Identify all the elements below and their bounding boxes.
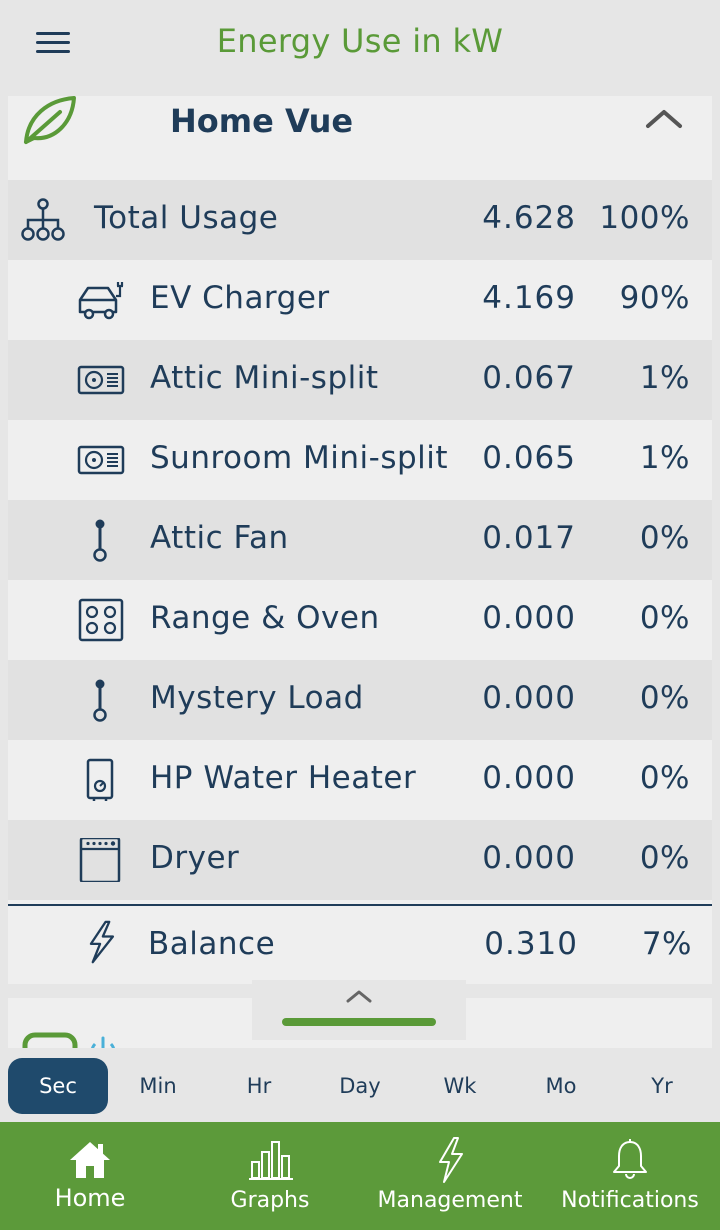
row-label: Mystery Load <box>150 680 364 716</box>
card-title: Home Vue <box>170 102 354 140</box>
plug-icon <box>93 679 107 722</box>
row-label: Dryer <box>150 840 240 876</box>
tab-label: Notifications <box>561 1188 699 1213</box>
water-heater-icon <box>86 758 114 801</box>
row-percent: 0% <box>639 680 690 716</box>
row-label: Attic Mini-split <box>150 360 379 396</box>
app-header: Energy Use in kW <box>0 0 720 90</box>
device-row-dryer[interactable]: Dryer 0.000 0% <box>8 820 712 900</box>
balance-divider <box>8 904 712 906</box>
tab-home[interactable]: Home <box>30 1122 150 1230</box>
tab-label: Graphs <box>230 1188 310 1213</box>
row-percent: 90% <box>619 280 690 316</box>
home-icon <box>70 1142 110 1178</box>
page-title: Energy Use in kW <box>216 22 504 60</box>
row-value: 0.310 <box>484 926 578 962</box>
range-icon <box>78 598 124 642</box>
chevron-up-icon[interactable] <box>342 986 376 1006</box>
row-value: 4.169 <box>482 280 576 316</box>
device-row-hp-water-heater[interactable]: HP Water Heater 0.000 0% <box>8 740 712 820</box>
device-row-sunroom-mini-split[interactable]: Sunroom Mini-split 0.065 1% <box>8 420 712 500</box>
leaf-icon <box>24 96 76 144</box>
device-row-ev-charger[interactable]: EV Charger 4.169 90% <box>8 260 712 340</box>
row-value: 0.067 <box>482 360 576 396</box>
bottom-sheet-handle[interactable] <box>282 1018 436 1026</box>
row-value: 0.000 <box>482 680 576 716</box>
tab-notifications[interactable]: Notifications <box>556 1122 704 1230</box>
chevron-up-icon[interactable] <box>644 106 684 132</box>
tab-label: Management <box>377 1188 523 1213</box>
tab-management[interactable]: Management <box>376 1122 524 1230</box>
row-percent: 1% <box>639 360 690 396</box>
device-row-mystery-load[interactable]: Mystery Load 0.000 0% <box>8 660 712 740</box>
row-percent: 7% <box>641 926 692 962</box>
device-row-range-oven[interactable]: Range & Oven 0.000 0% <box>8 580 712 660</box>
row-value: 0.000 <box>482 600 576 636</box>
total-usage-row[interactable]: Total Usage 4.628 100% <box>8 180 712 260</box>
row-value: 4.628 <box>482 200 576 236</box>
home-vue-card: Home Vue Total Usage 4.628 100% EV Charg… <box>8 96 712 984</box>
row-label: Total Usage <box>94 200 279 236</box>
row-label: HP Water Heater <box>150 760 417 796</box>
row-value: 0.017 <box>482 520 576 556</box>
row-percent: 0% <box>639 840 690 876</box>
mini-split-icon <box>77 365 125 395</box>
row-label: Range & Oven <box>150 600 380 636</box>
range-sec-button[interactable]: Sec <box>8 1058 108 1114</box>
device-row-attic-fan[interactable]: Attic Fan 0.017 0% <box>8 500 712 580</box>
row-value: 0.000 <box>482 760 576 796</box>
bar-chart-icon <box>249 1141 293 1180</box>
row-label: EV Charger <box>150 280 330 316</box>
range-wk-button[interactable]: Wk <box>443 1074 477 1098</box>
row-value: 0.000 <box>482 840 576 876</box>
dryer-icon <box>79 838 121 882</box>
range-hr-button[interactable]: Hr <box>246 1074 272 1098</box>
card-header[interactable]: Home Vue <box>8 96 712 180</box>
ev-charger-icon <box>78 282 124 320</box>
range-mo-button[interactable]: Mo <box>545 1074 577 1098</box>
row-value: 0.065 <box>482 440 576 476</box>
bottom-tab-bar: Home Graphs Management Notifications <box>0 1122 720 1230</box>
row-percent: 0% <box>639 600 690 636</box>
device-row-attic-mini-split[interactable]: Attic Mini-split 0.067 1% <box>8 340 712 420</box>
row-percent: 1% <box>639 440 690 476</box>
bell-icon <box>613 1139 647 1179</box>
row-percent: 0% <box>639 760 690 796</box>
balance-row[interactable]: Balance 0.310 7% <box>8 906 712 986</box>
hamburger-menu-icon[interactable] <box>36 30 72 56</box>
mini-split-icon <box>77 445 125 475</box>
row-label: Sunroom Mini-split <box>150 440 449 476</box>
row-label: Attic Fan <box>150 520 289 556</box>
row-percent: 0% <box>639 520 690 556</box>
lightning-icon <box>439 1137 463 1183</box>
circuit-tree-icon <box>21 198 65 241</box>
range-yr-button[interactable]: Yr <box>651 1074 673 1098</box>
row-label: Balance <box>148 926 276 962</box>
plug-icon <box>93 519 107 562</box>
range-min-button[interactable]: Min <box>139 1074 177 1098</box>
tab-label: Home <box>54 1184 126 1212</box>
range-day-button[interactable]: Day <box>339 1074 381 1098</box>
tab-graphs[interactable]: Graphs <box>210 1122 330 1230</box>
time-range-selector: Sec Min Hr Day Wk Mo Yr <box>0 1048 720 1122</box>
bottom-sheet-tab <box>252 980 466 1040</box>
row-percent: 100% <box>599 200 690 236</box>
lightning-icon <box>89 920 115 964</box>
